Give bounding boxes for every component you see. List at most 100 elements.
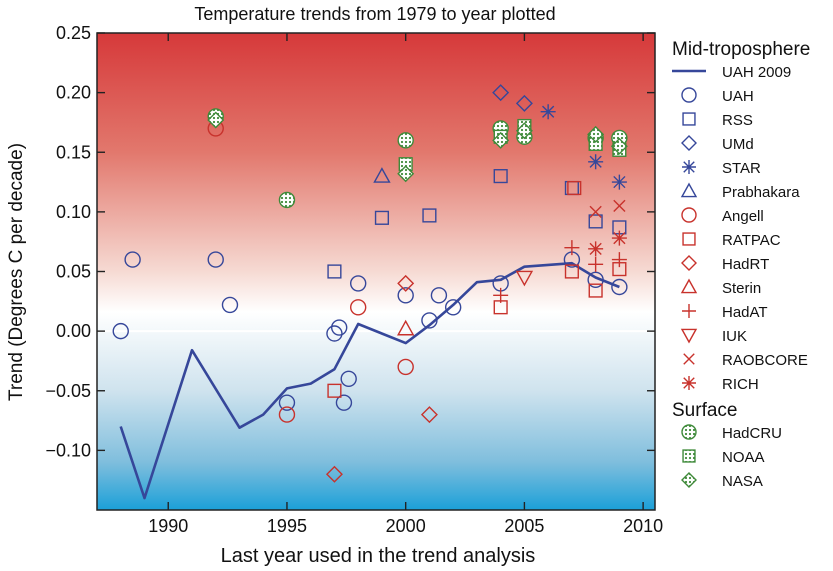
data-point-nasa (397, 165, 415, 183)
plot-background (97, 33, 655, 510)
data-point-nasa (515, 122, 533, 140)
data-point-star (611, 174, 627, 190)
data-point-hadat (564, 240, 580, 256)
data-point-uah (335, 394, 353, 411)
legend-item-raobcore: RAOBCORE (683, 352, 808, 369)
legend-label: Angell (722, 208, 764, 225)
data-point-nasa (207, 111, 225, 129)
data-point-uah (349, 275, 367, 292)
legend-item-star: STAR (682, 160, 761, 177)
data-point-angell (278, 406, 296, 423)
data-point-uah (221, 296, 239, 314)
legend-item-prabhakara: Prabhakara (680, 182, 800, 201)
x-tick-label: 2005 (504, 516, 544, 536)
legend-item-iuk: IUK (680, 328, 747, 345)
data-point-hadat (611, 252, 627, 268)
data-point-angell (349, 299, 367, 316)
series-ratpac (327, 180, 627, 398)
y-tick-label: 0.20 (56, 83, 91, 103)
data-point-hadrt (420, 406, 438, 424)
legend-label: HadRT (722, 256, 769, 273)
legend-item-angell: Angell (681, 207, 764, 225)
axis-layer: 1990 1995 2000 2005 2010 0.25 0.20 0.15 0.10 0.05… (45, 23, 663, 536)
data-point-umd (492, 84, 510, 102)
legend-item-sterin: Sterin (680, 278, 761, 297)
data-point-uah (397, 287, 414, 304)
series-nasa (207, 111, 628, 183)
data-point-uah (430, 287, 448, 304)
legend: Mid-troposphere UAH 2009 UAH RSS UMd STAR Prab… (672, 39, 810, 490)
legend-label: UAH 2009 (722, 64, 791, 81)
data-point-hadat (493, 287, 509, 303)
data-point-rss (422, 208, 437, 223)
legend-label: IUK (722, 328, 747, 345)
legend-label: NOAA (722, 449, 765, 466)
legend-label: STAR (722, 160, 761, 177)
series-rich (588, 230, 627, 257)
data-point-raobcore (589, 205, 602, 218)
series-hadat (493, 240, 627, 303)
data-point-star (540, 104, 556, 120)
data-point-umd (515, 94, 533, 112)
legend-item-hadrt: HadRT (681, 255, 769, 273)
data-point-rich (611, 230, 627, 246)
y-tick-label: 0.10 (56, 202, 91, 222)
series-line-uah-2009 (119, 261, 620, 500)
legend-group-title: Mid-troposphere (672, 39, 810, 60)
series-sterin (396, 319, 415, 336)
legend-item-rss: RSS (682, 112, 753, 129)
data-point-rich (588, 241, 604, 257)
data-point-hadat (588, 256, 604, 272)
y-tick-label: −0.05 (45, 381, 91, 401)
data-point-uah (278, 394, 296, 411)
legend-item-nasa: NASA (681, 472, 763, 490)
legend-label: RICH (722, 376, 759, 393)
chart-title: Temperature trends from 1979 to year plo… (194, 4, 555, 24)
data-point-hadrt (397, 274, 415, 292)
data-point-uah (326, 325, 343, 342)
legend-label: HadCRU (722, 425, 782, 442)
legend-item-uah-2009: UAH 2009 (672, 64, 791, 81)
legend-item-rich: RICH (682, 376, 759, 393)
legend-label: RSS (722, 112, 753, 129)
series-raobcore (589, 199, 626, 218)
data-point-hadrt (325, 465, 343, 483)
data-point-uah (421, 312, 438, 329)
data-point-rss (493, 169, 508, 184)
legend-label: HadAT (722, 304, 768, 321)
data-point-uah (112, 322, 129, 340)
legend-label: Sterin (722, 280, 761, 297)
y-tick-label: 0.25 (56, 23, 91, 43)
data-point-iuk (515, 270, 534, 287)
series-prabhakara (373, 167, 391, 183)
x-tick-label: 1990 (148, 516, 188, 536)
data-point-star (588, 154, 604, 170)
legend-label: NASA (722, 473, 763, 490)
data-point-nasa (492, 131, 510, 149)
data-point-nasa (610, 137, 628, 155)
data-point-uah (207, 251, 224, 268)
series-iuk (515, 270, 534, 287)
x-tick-label: 1995 (267, 516, 307, 536)
series-star (540, 104, 627, 190)
series-umd (492, 84, 533, 112)
y-tick-label: −0.10 (45, 440, 91, 460)
legend-label: RAOBCORE (722, 352, 808, 369)
legend-label: RATPAC (722, 232, 781, 249)
data-point-hadcru (397, 132, 414, 149)
legend-group-title: Surface (672, 400, 737, 421)
x-tick-label: 2010 (623, 516, 663, 536)
legend-label: UAH (722, 88, 754, 105)
legend-item-hadat: HadAT (682, 304, 768, 321)
data-point-raobcore (613, 199, 626, 213)
data-point-uah (587, 271, 604, 289)
data-point-ratpac (567, 180, 582, 196)
y-tick-label: 0.00 (56, 321, 91, 341)
data-point-nasa (587, 125, 605, 143)
x-axis-label: Last year used in the trend analysis (221, 545, 536, 567)
x-tick-label: 2000 (386, 516, 426, 536)
data-point-uah (444, 299, 462, 316)
data-point-hadcru (278, 191, 296, 209)
y-tick-label: 0.15 (56, 142, 91, 162)
data-point-rss (588, 214, 603, 229)
